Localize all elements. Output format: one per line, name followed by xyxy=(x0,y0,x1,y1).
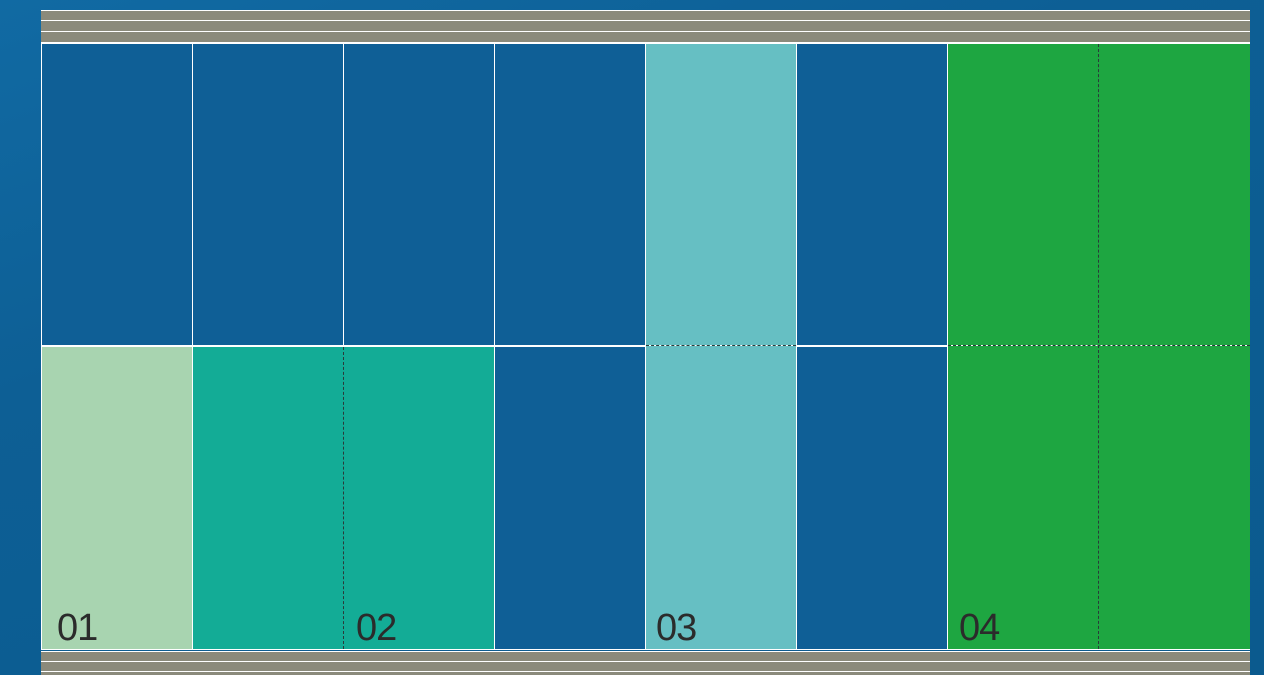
bottom-rail-line xyxy=(41,671,1250,672)
grid-cell-r1-c2 xyxy=(193,44,343,345)
label-03: 03 xyxy=(656,607,697,649)
grid-cell-r1-c1 xyxy=(42,44,192,345)
grid-cell-r2-c5 xyxy=(646,346,796,649)
top-rail-line xyxy=(41,20,1250,21)
module-grid: 01 02 03 04 xyxy=(41,43,1250,650)
grid-cell-r2-c4 xyxy=(495,347,645,649)
grid-cell-r2-c1 xyxy=(42,347,192,649)
label-01: 01 xyxy=(57,607,98,649)
bottom-rail-line xyxy=(41,661,1250,662)
grid-cell-r1-c3 xyxy=(344,44,494,345)
dashed-guide-vertical xyxy=(343,347,344,649)
top-rail-line xyxy=(41,31,1250,32)
dashed-guide-vertical xyxy=(1098,44,1099,649)
dashed-guide-horizontal xyxy=(646,345,796,346)
grid-cell-r1-c6 xyxy=(797,44,947,345)
bottom-rail-line xyxy=(41,651,1250,652)
grid-cell-r1-c7-8 xyxy=(948,44,1250,345)
top-rail-line xyxy=(41,42,1250,43)
grid-cell-r2-c6 xyxy=(797,347,947,649)
top-rail xyxy=(41,10,1250,43)
top-rail-line xyxy=(41,10,1250,11)
grid-cell-r1-c5 xyxy=(646,44,796,345)
label-04: 04 xyxy=(959,607,1000,649)
grid-cell-r2-c7-8 xyxy=(948,346,1250,649)
grid-cell-r1-c4 xyxy=(495,44,645,345)
dashed-guide-horizontal xyxy=(948,345,1250,346)
label-02: 02 xyxy=(356,607,397,649)
